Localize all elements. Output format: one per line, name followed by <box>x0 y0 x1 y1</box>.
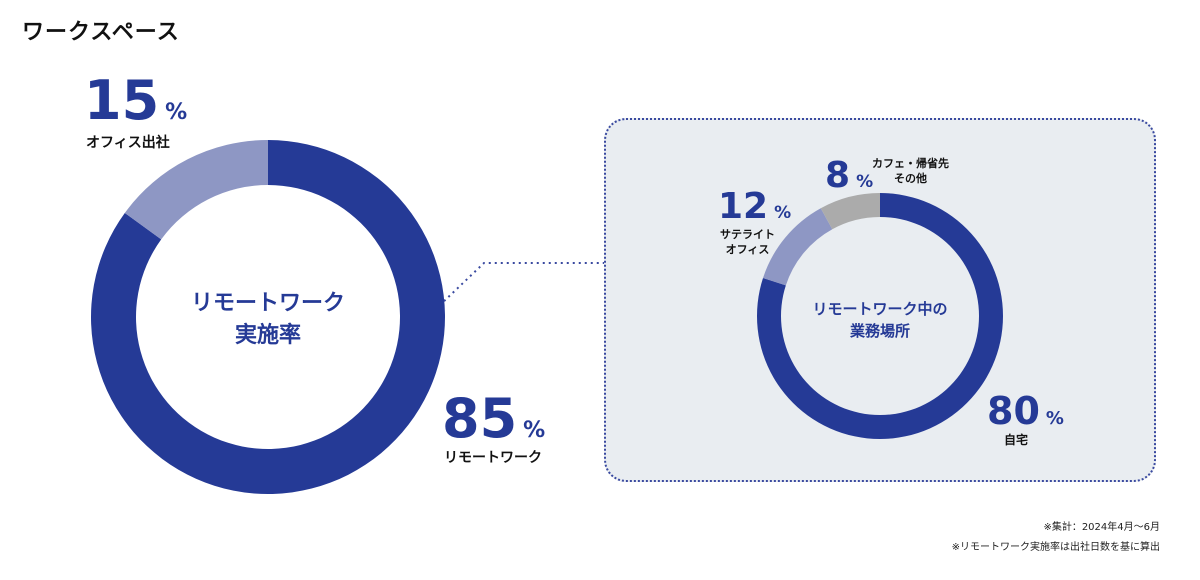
donut-0-slice-1 <box>124 140 269 240</box>
page-title: ワークスペース <box>22 20 180 45</box>
right-center-label: リモートワーク中の 業務場所 <box>812 300 948 340</box>
footnote-method: ※リモートワーク実施率は出社日数を基に算出 <box>951 542 1160 553</box>
remote-label: リモートワーク <box>444 450 542 466</box>
donut-1-slice-1 <box>763 208 833 286</box>
office-value: 15% <box>84 69 188 132</box>
satellite-value: 12% <box>718 186 792 227</box>
home-value: 80% <box>987 389 1064 433</box>
remote-value: 85% <box>442 387 546 450</box>
connector-line <box>417 262 604 327</box>
satellite-label: サテライト オフィス <box>720 228 775 256</box>
other-label: カフェ・帰省先 その他 <box>872 157 949 185</box>
other-value: 8% <box>825 155 874 196</box>
footnote-period: ※集計：2024年4月〜6月 <box>1043 522 1160 533</box>
office-label: オフィス出社 <box>86 135 170 151</box>
left-center-label: リモートワーク 実施率 <box>190 291 345 348</box>
home-label: 自宅 <box>1004 433 1029 447</box>
donut-1-slice-2 <box>820 193 880 230</box>
